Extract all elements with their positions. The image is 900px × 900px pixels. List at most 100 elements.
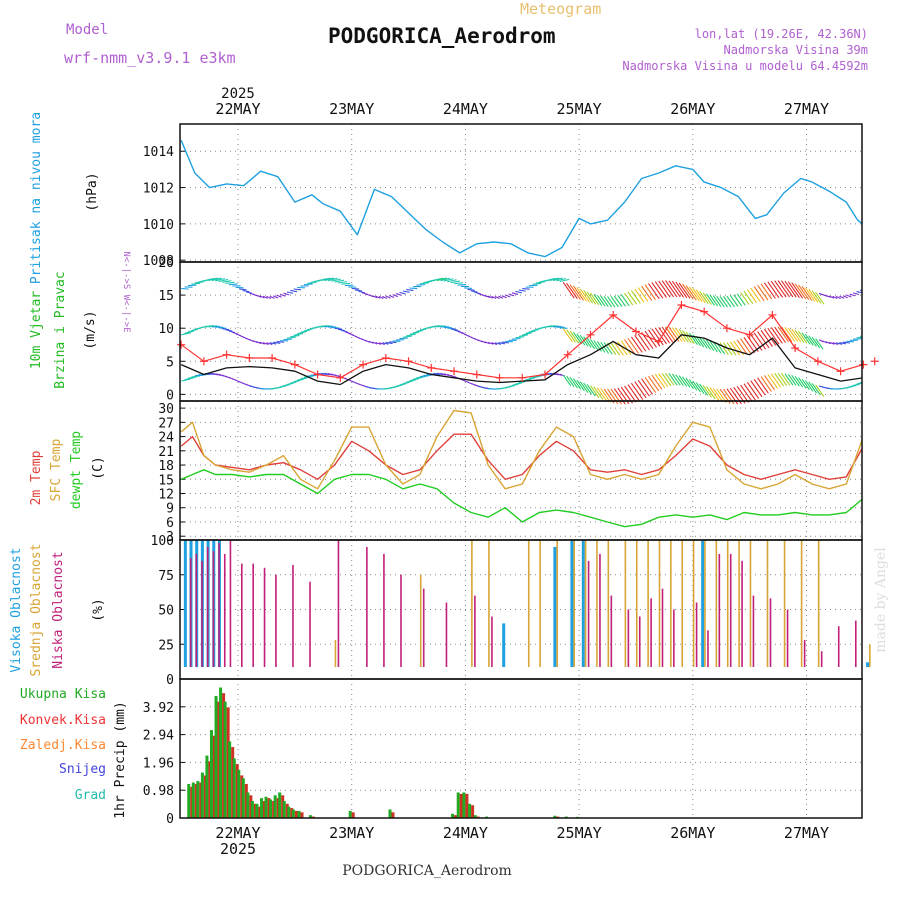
wind-arrow <box>641 378 654 395</box>
wind-arrow <box>791 328 802 343</box>
gust-marker <box>745 330 754 339</box>
pressure-title: Pritisak na nivou mora <box>29 112 44 284</box>
gust-marker <box>586 330 595 339</box>
wind-arrow <box>283 292 290 296</box>
wind-arrow <box>378 295 384 300</box>
cloud-bar <box>584 540 587 667</box>
wind-arrow <box>685 377 694 390</box>
precip-total-bar <box>214 696 218 818</box>
y-tick-label: 15 <box>158 473 174 488</box>
panel-pressure: 1008 1010 1012 1014 <box>143 124 862 269</box>
wind-arrow <box>262 342 269 345</box>
precip-conv-bar <box>454 815 458 818</box>
precip-total-bar <box>269 799 273 818</box>
wind-arrow <box>324 325 334 328</box>
cloud-bar <box>701 540 705 667</box>
wind-arrow <box>385 341 393 345</box>
wind-arrow <box>695 289 706 304</box>
watermark: made by Angel <box>873 547 889 653</box>
wind-arrow <box>470 290 478 293</box>
wind-arrow <box>484 294 490 298</box>
wind-arrow <box>658 280 671 298</box>
wind-arrow <box>596 294 606 307</box>
precip-total-bar <box>205 755 209 818</box>
y-tick-label: 100 <box>151 534 174 549</box>
gust-marker <box>722 324 731 333</box>
wind-arrow <box>511 338 521 340</box>
wind-arrow <box>794 329 805 343</box>
wind-arrow <box>334 279 345 283</box>
wind-arrow <box>740 338 752 354</box>
wind-arrow <box>624 339 636 355</box>
precip-total-bar <box>287 806 291 818</box>
wind-arrow <box>498 341 506 345</box>
precip-total-bar <box>187 783 191 818</box>
bottom-day-label: 22MAY <box>215 824 260 842</box>
bottom-day-label: 25MAY <box>557 824 602 842</box>
cloud-bar <box>474 595 476 667</box>
cloud-bar <box>527 540 530 667</box>
wind-arrow <box>842 295 848 299</box>
wind-arrow <box>787 327 799 342</box>
wind-arrow <box>505 340 513 343</box>
cloud-bar <box>803 640 806 667</box>
wind-arrow <box>688 332 698 345</box>
wind-arrow <box>842 341 851 344</box>
y-tick-label: 24 <box>158 431 174 446</box>
wind-arrow <box>269 342 277 345</box>
gust-marker <box>177 340 186 349</box>
y-tick-label: 10 <box>158 322 174 337</box>
wind-arrow <box>798 284 810 301</box>
wind-arrow <box>416 284 426 286</box>
wind-arrow <box>603 342 613 355</box>
wind-arrow <box>320 277 331 282</box>
wind-arrow <box>607 342 617 356</box>
cloud-bar <box>400 574 402 667</box>
y-tick-label: 30 <box>158 402 174 417</box>
cloud-bar <box>573 540 576 667</box>
wind-arrow <box>259 341 265 345</box>
y-tick-label: 1008 <box>143 254 174 269</box>
meteogram-label: Meteogram <box>520 0 601 18</box>
wind-arrow <box>736 385 749 403</box>
y-tick-label: 75 <box>158 569 174 584</box>
precip-total-bar <box>456 792 460 818</box>
gust-marker <box>700 307 709 316</box>
wind-arrow <box>777 326 790 343</box>
gust-marker <box>836 367 845 376</box>
wind-arrow <box>450 328 458 331</box>
cloud-bar <box>854 620 857 667</box>
wind-arrow <box>525 377 536 381</box>
wind-arrow <box>767 374 779 389</box>
wind-arrow <box>559 278 570 283</box>
precip-total-bar <box>191 782 195 818</box>
wind-arrow <box>293 332 304 336</box>
wind-arrow <box>406 288 414 292</box>
precip-total-bar <box>273 795 277 818</box>
precip-conv-bar <box>471 805 475 818</box>
gust-marker <box>518 373 527 382</box>
wind-arrow <box>661 372 672 387</box>
wind-arrow <box>617 294 626 307</box>
y-tick-label: 50 <box>158 604 174 619</box>
wind-arrow <box>467 288 475 291</box>
wind-arrow <box>723 296 732 308</box>
cloud-high-label: Visoka Oblacnost <box>9 547 24 672</box>
precip-conv-bar <box>276 798 280 818</box>
wind-arrow <box>566 329 576 343</box>
gust-marker <box>222 350 231 359</box>
wind-arrow <box>743 337 756 354</box>
wind-arrow <box>815 338 824 350</box>
precip-conv-bar <box>258 806 262 818</box>
wind-arrow <box>286 336 296 339</box>
wind-arrow <box>685 331 695 344</box>
cloud-bar <box>704 540 706 667</box>
wind-arrow <box>545 277 556 282</box>
wind-arrow <box>825 341 831 345</box>
wind-arrow <box>389 341 397 344</box>
wind-arrow <box>273 341 281 344</box>
wind-arrow <box>228 283 238 286</box>
wind-arrow <box>296 331 307 335</box>
wind-arrow <box>736 293 746 306</box>
gust-marker <box>609 310 618 319</box>
